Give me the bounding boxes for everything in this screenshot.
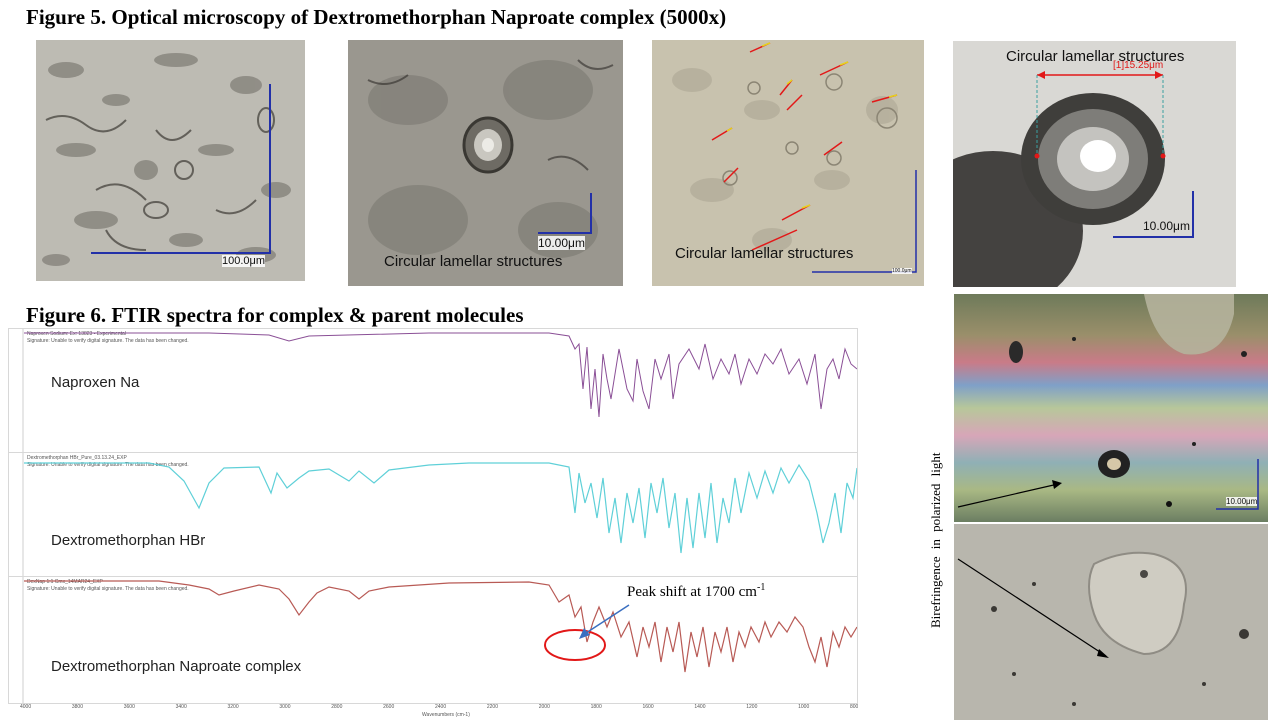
x-axis-label: Wavenumbers (cm-1)	[422, 712, 470, 718]
micrograph-2: 10.00μm Circular lamellar structures	[348, 40, 623, 286]
annotation-arrow	[582, 604, 630, 636]
measure-label: [1]15.25μm	[1113, 60, 1164, 71]
x-tick-label: 3800	[71, 704, 83, 710]
x-tick-row: 4000 3800 3600 3400 3200 3000 2800 2600 2400 2200…	[8, 704, 858, 712]
x-tick-label: 2600	[383, 704, 395, 710]
scale-bar	[1216, 459, 1259, 510]
panel-label: Naproxen Na	[51, 374, 140, 391]
caption-circular-lamellar: Circular lamellar structures	[675, 245, 854, 262]
x-tick-label: 3200	[227, 704, 239, 710]
annotation-text: Peak shift at 1700 cm	[627, 584, 757, 600]
x-tick-label: 1400	[694, 704, 706, 710]
caption-circular-lamellar: Circular lamellar structures	[384, 253, 563, 270]
scale-label: 100.0μm	[222, 255, 266, 267]
panel-signature: Signature: Unable to verify digital sign…	[27, 338, 189, 344]
x-tick-label: 2800	[331, 704, 343, 710]
x-axis: 4000 3800 3600 3400 3200 3000 2800 2600 2400 2200…	[8, 704, 858, 720]
panel-label: Dextromethorphan Naproate complex	[51, 658, 302, 675]
scale-label: 10.00μm	[1226, 497, 1258, 506]
scale-label: 100.0μm	[892, 268, 912, 274]
caption-circular-lamellar: Circular lamellar structures	[1006, 48, 1185, 65]
scale-bar	[1113, 191, 1194, 238]
scale-label: 10.00μm	[538, 236, 585, 250]
x-tick-label: 3400	[175, 704, 187, 710]
polarized-image-bottom	[954, 524, 1268, 720]
ftir-panel-dextromethorphan: Dextromethorphan HBr_Pure_03.13.24_EXP S…	[8, 452, 858, 578]
scale-bar	[812, 170, 917, 273]
annotation-superscript: -1	[756, 582, 766, 593]
birefringence-label: Birefringence in polarized light	[928, 452, 943, 628]
spectrum-naproxen	[22, 329, 857, 453]
ftir-spectra: Naproxen Sodium: Ex: 13823 - Experimenta…	[0, 328, 858, 720]
figure6-title: Figure 6. FTIR spectra for complex & par…	[26, 303, 524, 327]
spectrum-complex	[22, 577, 857, 703]
scale-label: 10.00μm	[1143, 219, 1190, 233]
ftir-panel-naproxen: Naproxen Sodium: Ex: 13823 - Experimenta…	[8, 328, 858, 454]
micrograph-4-texture	[953, 41, 1236, 287]
polarized-texture-top	[954, 294, 1268, 522]
micrograph-1-texture	[36, 40, 305, 281]
figure5-title: Figure 5. Optical microscopy of Dextrome…	[26, 5, 727, 29]
x-tick-label: 3600	[123, 704, 135, 710]
x-tick-label: 1800	[590, 704, 602, 710]
micrograph-3: 100.0μm Circular lamellar structures	[652, 40, 924, 286]
x-tick-label: 1000	[798, 704, 810, 710]
x-tick-label: 800	[850, 704, 858, 710]
panel-header: DexNap 1:1 Cmx_14MAR24_EXP	[27, 579, 103, 585]
scale-bar	[91, 84, 271, 254]
scale-bar	[538, 193, 592, 234]
micrograph-4: [1]15.25μm 10.00μm Circular lamellar str…	[953, 41, 1236, 287]
panel-signature: Signature: Unable to verify digital sign…	[27, 586, 189, 592]
highlight-ellipse	[544, 629, 606, 661]
ftir-panel-complex: DexNap 1:1 Cmx_14MAR24_EXP Signature: Un…	[8, 576, 858, 704]
panel-header: Naproxen Sodium: Ex: 13823 - Experimenta…	[27, 331, 126, 337]
micrograph-3-texture	[652, 40, 924, 286]
x-tick-label: 4000	[20, 704, 32, 710]
panel-header: Dextromethorphan HBr_Pure_03.13.24_EXP	[27, 455, 127, 461]
x-tick-label: 1200	[746, 704, 758, 710]
micrograph-1: 100.0μm	[36, 40, 305, 281]
polarized-image-top: 10.00μm	[954, 294, 1268, 522]
x-tick-label: 2000	[538, 704, 550, 710]
polarized-texture-bottom	[954, 524, 1268, 720]
x-tick-label: 3000	[279, 704, 291, 710]
peak-shift-annotation: Peak shift at 1700 cm-1	[627, 582, 765, 601]
x-tick-label: 2400	[435, 704, 447, 710]
panel-signature: Signature: Unable to verify digital sign…	[27, 462, 189, 468]
spectrum-dextromethorphan	[22, 453, 857, 577]
x-tick-label: 2200	[486, 704, 498, 710]
panel-label: Dextromethorphan HBr	[51, 532, 206, 549]
x-tick-label: 1600	[642, 704, 654, 710]
